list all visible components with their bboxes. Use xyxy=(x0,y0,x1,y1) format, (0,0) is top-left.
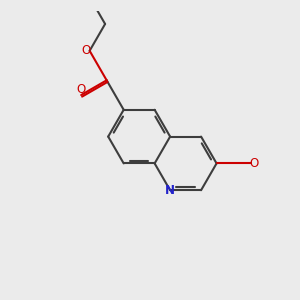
Text: O: O xyxy=(250,157,259,170)
Text: O: O xyxy=(76,83,86,96)
Text: O: O xyxy=(81,44,91,57)
Text: N: N xyxy=(165,184,175,197)
